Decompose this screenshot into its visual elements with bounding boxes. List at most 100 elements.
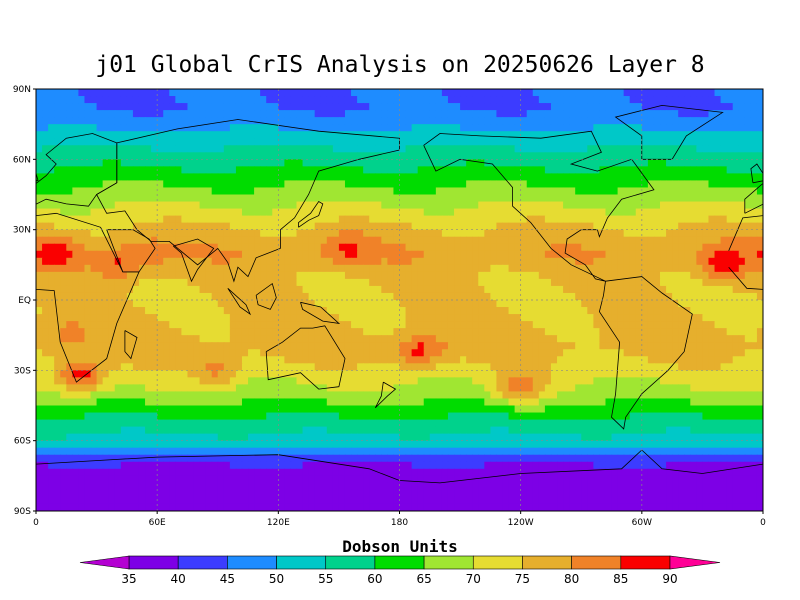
field-cell (750, 159, 758, 167)
field-cell (151, 152, 158, 160)
field-cell (132, 110, 140, 118)
field-cell (684, 166, 691, 174)
field-cell (229, 124, 237, 132)
field-cell (326, 124, 334, 132)
field-cell (538, 328, 546, 336)
field-cell (375, 145, 382, 153)
field-cell (211, 187, 219, 196)
field-cell (157, 222, 164, 231)
field-cell (78, 349, 86, 357)
field-cell (466, 328, 473, 336)
field-cell (308, 159, 316, 167)
field-cell (114, 356, 122, 364)
field-cell (78, 314, 86, 322)
field-cell (326, 208, 334, 217)
field-cell (344, 145, 352, 153)
field-cell (629, 370, 637, 378)
field-cell (42, 257, 49, 266)
field-cell (248, 257, 255, 266)
field-cell (60, 152, 67, 160)
field-cell (484, 215, 491, 224)
field-cell (120, 370, 128, 378)
field-cell (399, 208, 407, 217)
field-cell (199, 138, 207, 146)
field-cell (114, 278, 122, 287)
field-cell (611, 187, 619, 196)
field-cell (375, 321, 382, 329)
field-cell (660, 271, 667, 280)
field-cell (508, 229, 516, 238)
field-cell (387, 166, 395, 174)
field-cell (151, 138, 158, 146)
field-cell (199, 307, 207, 315)
field-cell (181, 103, 189, 111)
field-cell (417, 314, 425, 322)
field-cell (290, 377, 298, 385)
field-cell (617, 264, 625, 273)
field-cell (635, 292, 643, 301)
field-cell (272, 124, 279, 132)
field-cell (229, 307, 237, 315)
field-cell (36, 328, 43, 336)
field-cell (684, 138, 691, 146)
field-cell (357, 96, 364, 104)
field-cell (532, 349, 540, 357)
field-cell (629, 271, 637, 280)
field-cell (36, 250, 43, 259)
field-cell (36, 124, 43, 132)
field-cell (126, 328, 134, 336)
field-cell (696, 363, 704, 371)
field-cell (460, 124, 467, 132)
field-cell (557, 187, 564, 196)
field-cell (429, 342, 437, 350)
field-cell (90, 321, 98, 329)
field-cell (138, 208, 146, 217)
field-cell (454, 328, 461, 336)
field-cell (48, 307, 55, 315)
field-cell (411, 321, 419, 329)
field-cell (338, 271, 346, 280)
field-cell (557, 89, 564, 97)
field-cell (205, 222, 213, 231)
field-cell (54, 194, 61, 203)
field-cell (290, 229, 298, 238)
field-cell (42, 173, 49, 182)
field-cell (514, 110, 522, 118)
field-cell (672, 250, 679, 259)
field-cell (417, 363, 425, 371)
field-cell (369, 208, 376, 217)
field-cell (714, 278, 722, 287)
field-cell (205, 307, 213, 315)
field-cell (641, 236, 649, 245)
field-cell (157, 271, 164, 280)
field-cell (544, 194, 552, 203)
field-cell (102, 292, 110, 301)
field-cell (132, 222, 140, 231)
field-cell (653, 117, 661, 125)
field-cell (48, 363, 55, 371)
field-cell (272, 194, 279, 203)
field-cell (447, 285, 455, 294)
field-cell (223, 215, 231, 224)
field-cell (617, 229, 625, 238)
field-cell (544, 145, 552, 153)
field-cell (611, 356, 619, 364)
field-cell (351, 264, 358, 273)
field-cell (272, 152, 279, 160)
field-cell (326, 110, 334, 118)
field-cell (635, 96, 643, 104)
field-cell (593, 363, 601, 371)
field-cell (132, 103, 140, 111)
field-cell (357, 370, 364, 378)
field-cell (302, 96, 310, 104)
field-cell (454, 377, 461, 385)
field-cell (393, 377, 401, 385)
field-cell (490, 138, 498, 146)
field-cell (441, 243, 449, 252)
field-cell (187, 321, 195, 329)
field-cell (169, 257, 176, 266)
field-cell (641, 152, 649, 160)
field-cell (411, 236, 419, 245)
field-cell (229, 363, 237, 371)
field-cell (405, 349, 413, 357)
